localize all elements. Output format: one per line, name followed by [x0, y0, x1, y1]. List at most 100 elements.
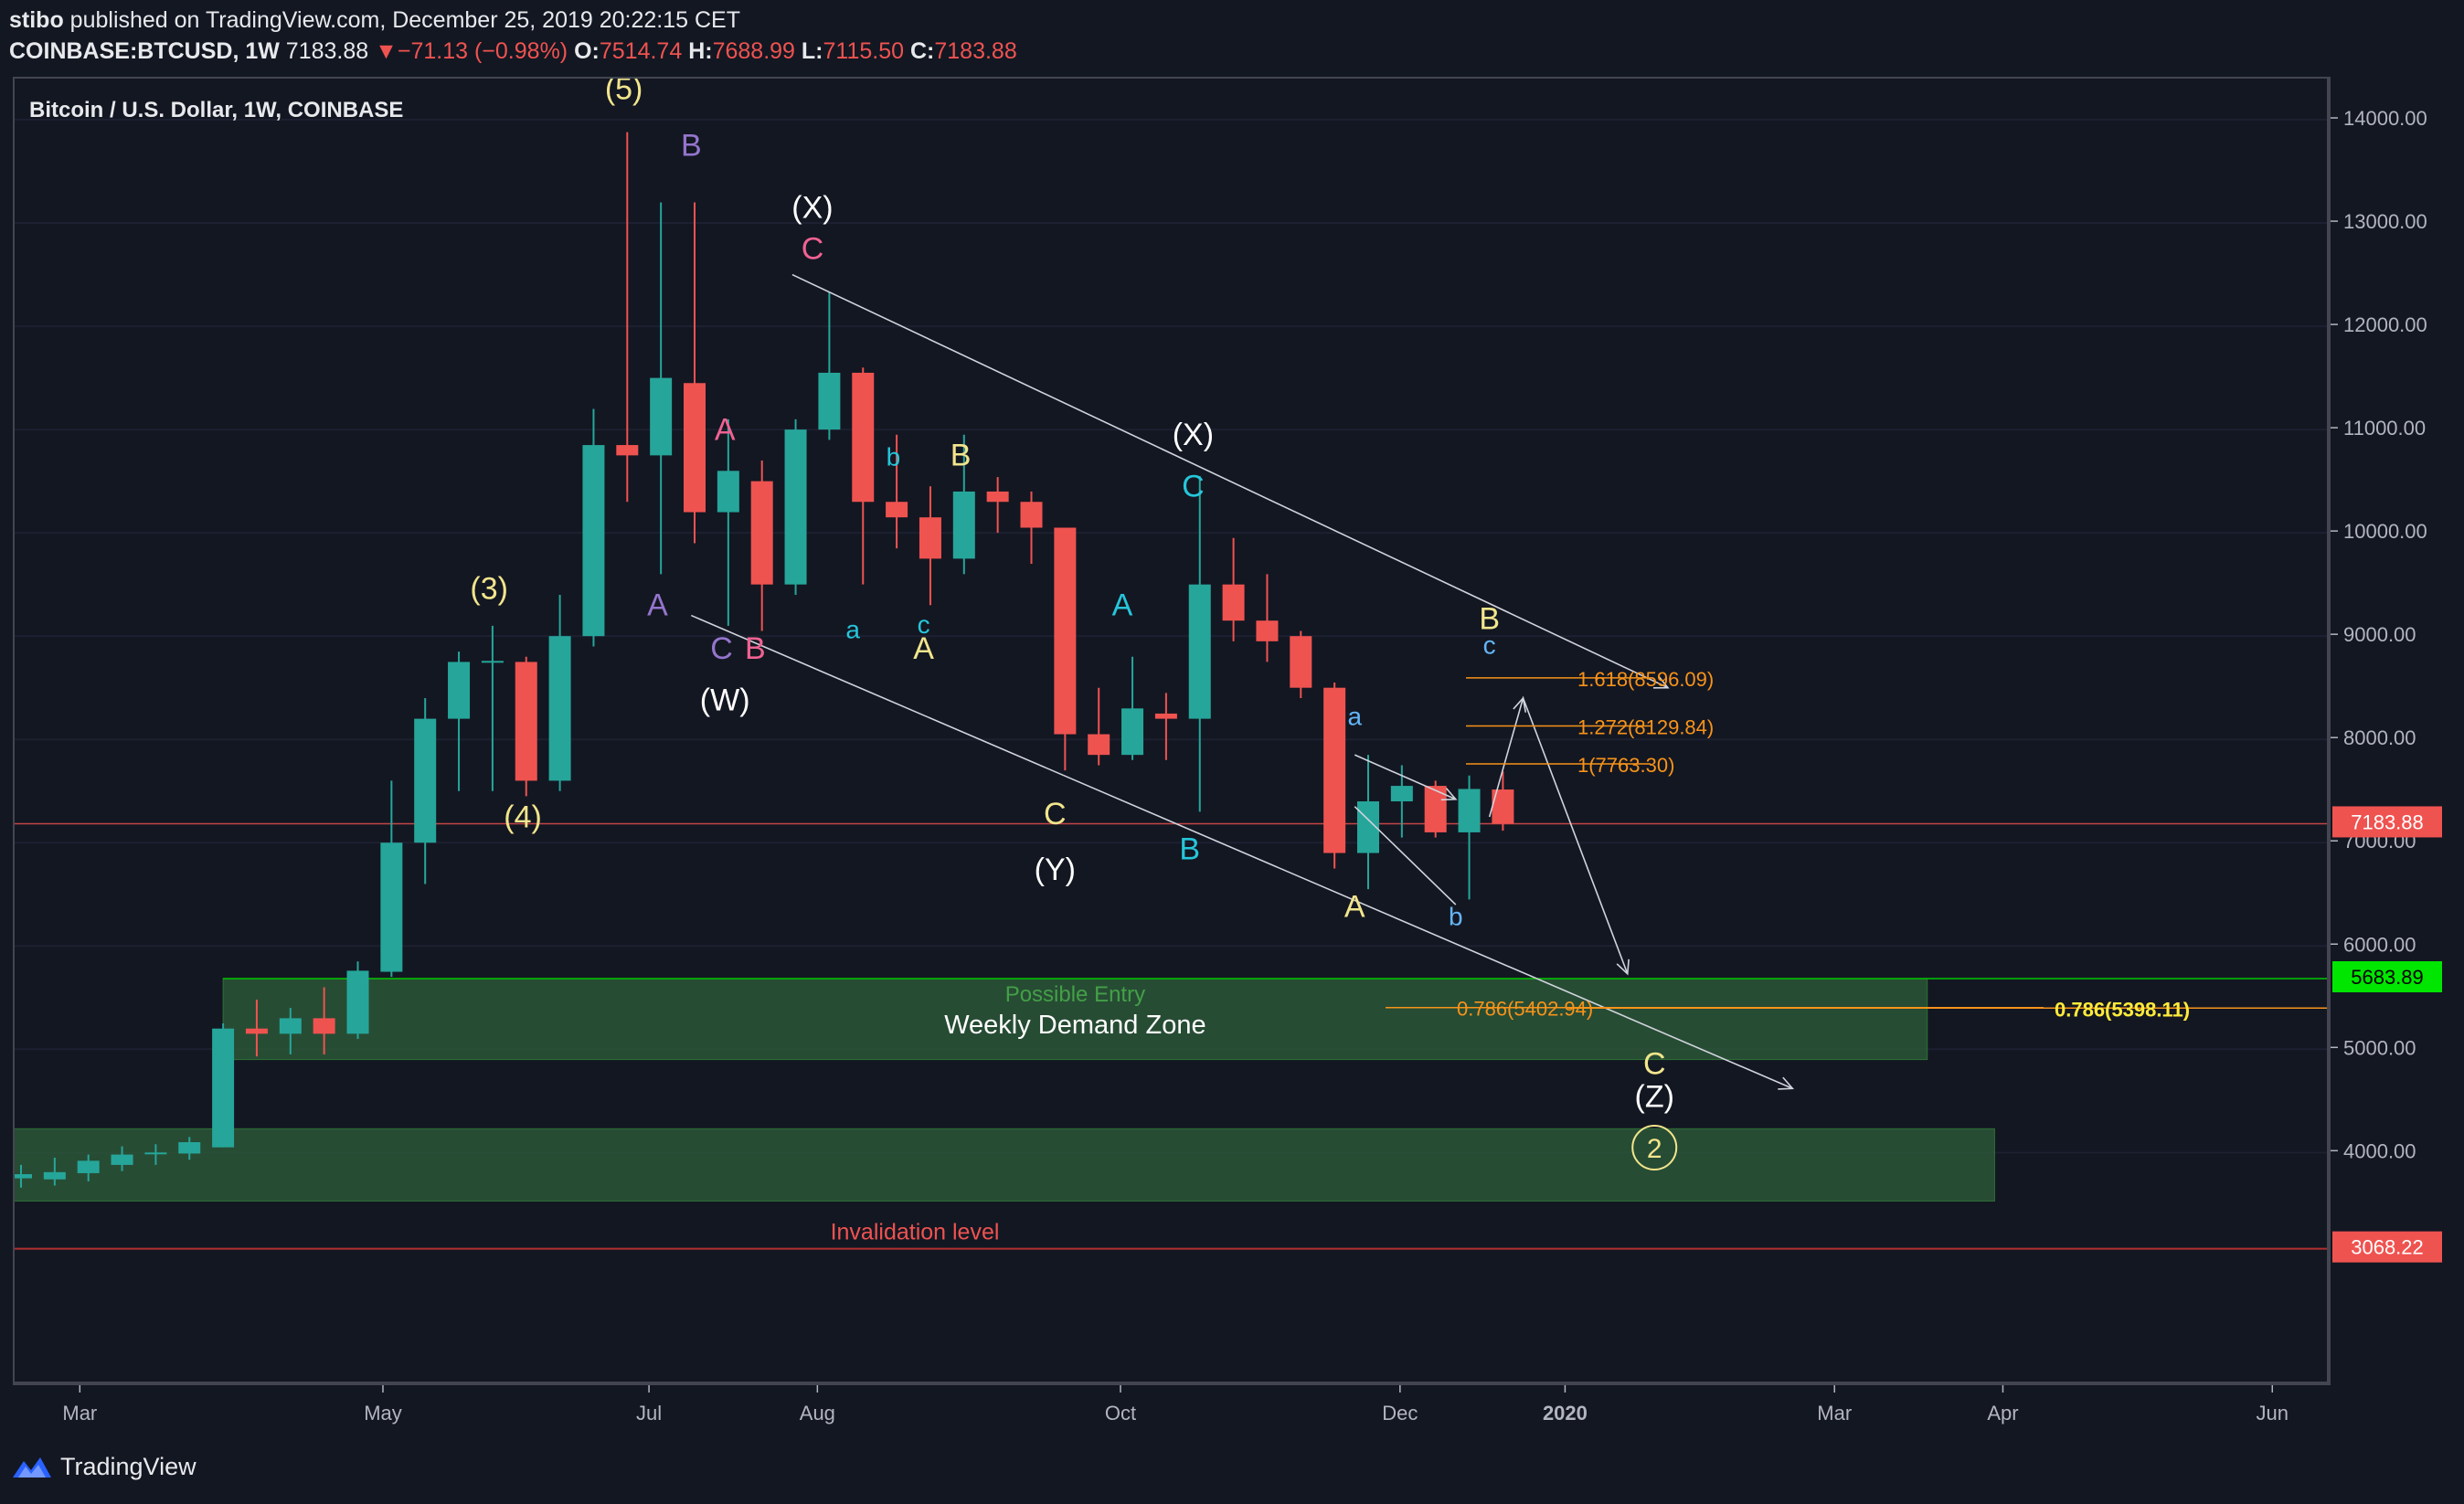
price-change: −71.13 (−0.98%) — [397, 38, 568, 64]
candle-body — [1020, 502, 1043, 528]
candle — [346, 961, 369, 1039]
price-axis[interactable]: 4000.005000.006000.007000.008000.009000.… — [2331, 77, 2464, 1420]
candle — [144, 1144, 167, 1165]
wave-label: b — [887, 443, 901, 471]
wave-label: A — [647, 588, 668, 623]
candle — [1222, 537, 1245, 641]
candle — [1020, 491, 1043, 565]
wave-label: (3) — [470, 571, 508, 606]
symbol-info: COINBASE:BTCUSD, 1W 7183.88 ▼−71.13 (−0.… — [9, 38, 1017, 65]
candle — [784, 418, 807, 595]
fib-label: 1(7763.30) — [1577, 754, 1674, 777]
candle — [380, 780, 403, 978]
candle-body — [448, 662, 471, 719]
candle-body — [178, 1142, 201, 1154]
candle-body — [818, 372, 841, 430]
open-value: 7514.74 — [599, 38, 683, 64]
high-label: H: — [688, 38, 713, 64]
lower-demand-zone — [15, 1128, 1995, 1202]
price-tick-label: 14000.00 — [2343, 107, 2427, 130]
candle — [986, 477, 1009, 534]
wave-label: A — [1344, 890, 1365, 925]
publish-info: stibo published on TradingView.com, Dece… — [9, 7, 740, 34]
candle — [1424, 780, 1447, 838]
candle — [1256, 574, 1279, 662]
time-tick-label: Jun — [2257, 1402, 2289, 1425]
candle-body — [346, 970, 369, 1034]
candle-body — [717, 471, 739, 513]
wave-label: a — [845, 615, 860, 643]
candle-body — [1458, 789, 1481, 832]
candle — [481, 625, 504, 791]
price-tick-label: 12000.00 — [2343, 313, 2427, 336]
candle-body — [481, 661, 504, 663]
wave-label: (X) — [1173, 418, 1214, 452]
wave-label: a — [1347, 702, 1362, 730]
price-tick-label: 6000.00 — [2343, 933, 2416, 956]
time-tick-label: May — [364, 1402, 402, 1425]
candle-body — [77, 1160, 100, 1173]
low-label: L: — [801, 38, 823, 64]
candle-body — [784, 429, 807, 585]
candle-body — [1054, 527, 1077, 735]
wave-label: c — [918, 610, 930, 639]
time-tick-label: Jul — [636, 1402, 662, 1425]
tradingview-brand: TradingView — [60, 1453, 196, 1480]
candle — [818, 291, 841, 440]
candle — [245, 1000, 268, 1057]
close-value: 7183.88 — [934, 38, 1017, 64]
fib-label: 1.618(8596.09) — [1577, 668, 1714, 691]
time-axis[interactable]: Mar May Jul Aug Oct Dec 2020 Mar Apr Jun — [13, 1385, 2331, 1440]
candle-body — [279, 1018, 302, 1034]
candle — [212, 1023, 235, 1148]
time-tick-label: Oct — [1105, 1402, 1136, 1425]
channel-arrow-icon — [1778, 1076, 1794, 1090]
candle — [111, 1146, 133, 1171]
candle — [886, 434, 908, 549]
wave-label: (5) — [605, 79, 643, 106]
price-chart[interactable]: Possible Entry Weekly Demand Zone Invalida… — [15, 79, 2329, 1383]
candle — [15, 1164, 32, 1188]
fib-label: 1.272(8129.84) — [1577, 716, 1714, 739]
candle — [919, 486, 941, 606]
price-tag-box — [2332, 1231, 2442, 1263]
channel-line — [791, 273, 1669, 689]
wave-label: (X) — [791, 190, 833, 225]
time-tick-label: Dec — [1382, 1402, 1418, 1425]
tradingview-logo-icon — [13, 1456, 51, 1478]
candle-body — [886, 502, 908, 518]
projection-arrow-icon — [1513, 696, 1527, 713]
candle-body — [1088, 734, 1110, 756]
chart-title: Bitcoin / U.S. Dollar, 1W, COINBASE — [29, 98, 403, 122]
candle — [1357, 755, 1379, 890]
price-axis-border — [2327, 79, 2329, 1383]
candle — [650, 202, 673, 575]
down-arrow-icon: ▼ — [375, 38, 398, 64]
wave-label: C — [802, 232, 824, 267]
candle — [750, 461, 773, 631]
wave-circle — [1631, 1124, 1678, 1170]
wave-label: C — [1044, 797, 1067, 831]
candle — [1054, 527, 1077, 771]
time-tick-label: Aug — [800, 1402, 835, 1425]
time-tick-label: Apr — [1987, 1402, 2018, 1425]
chart-frame[interactable]: Possible Entry Weekly Demand Zone Invalida… — [13, 77, 2331, 1385]
author-name[interactable]: stibo — [9, 7, 64, 33]
price-tick-label: 13000.00 — [2343, 210, 2427, 233]
candle-body — [414, 718, 437, 843]
candle-body — [852, 372, 875, 503]
price-tick-label: 5000.00 — [2343, 1036, 2416, 1059]
open-label: O: — [574, 38, 600, 64]
candle-body — [380, 842, 403, 972]
projection-arrow-icon — [1616, 959, 1630, 976]
wave-label: B — [951, 439, 972, 473]
candle — [1390, 765, 1413, 838]
candle-body — [1290, 636, 1312, 688]
tradingview-footer[interactable]: TradingView — [11, 1453, 196, 1481]
price-tick-label: 10000.00 — [2343, 520, 2427, 543]
triangle-arrow-icon — [1440, 788, 1458, 801]
candle-body — [1121, 708, 1144, 756]
wave-label: C — [1182, 470, 1205, 504]
price-tag-label: 7183.88 — [2351, 810, 2424, 833]
candle — [1458, 775, 1481, 900]
